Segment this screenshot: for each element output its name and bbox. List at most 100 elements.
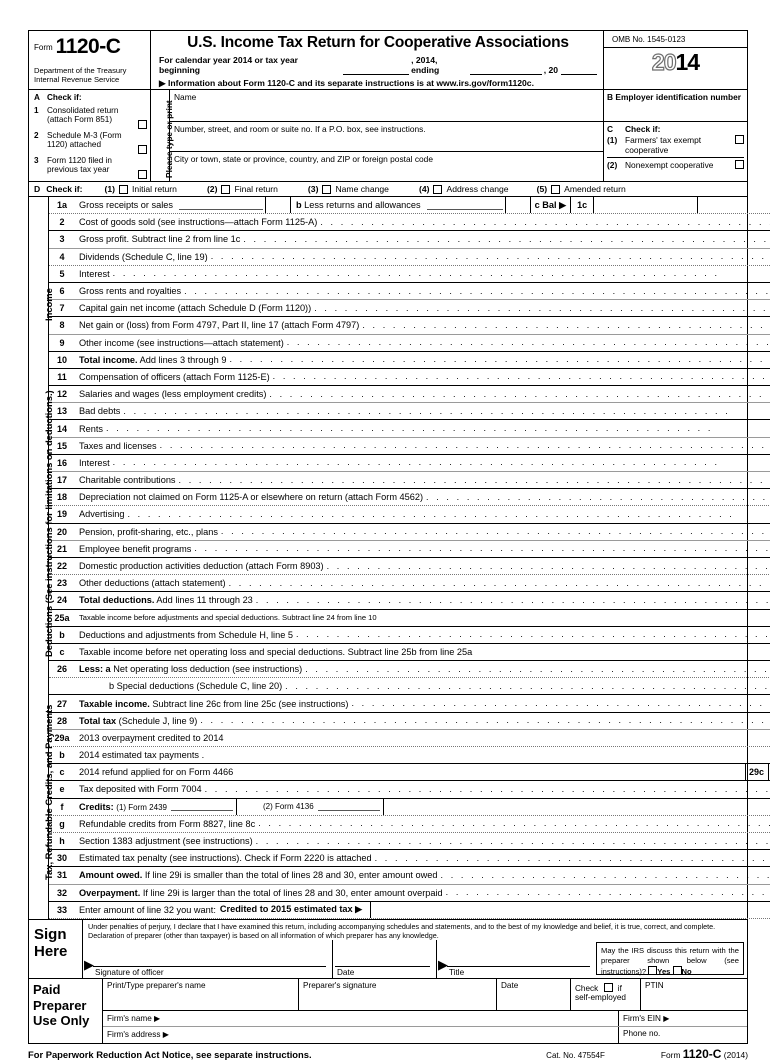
name-input[interactable] bbox=[174, 102, 603, 122]
line-12-label: Salaries and wages (less employment cred… bbox=[75, 389, 266, 399]
sign-label-line2: Here bbox=[34, 943, 82, 960]
ptin-field[interactable]: PTIN bbox=[641, 979, 747, 1010]
preparer-name-field[interactable]: Print/Type preparer's name bbox=[103, 979, 299, 1010]
amended-return-checkbox[interactable] bbox=[551, 185, 560, 194]
calendar-mid: , 2014, ending bbox=[411, 55, 468, 75]
ptin-caption: PTIN bbox=[645, 981, 664, 990]
line-10-row: 10 Total income. Add lines 3 through 9 ▶… bbox=[49, 352, 770, 369]
form-1120-prior-year-checkbox[interactable] bbox=[138, 170, 147, 179]
box-a-item-2-label: Schedule M-3 (Form 1120) attached bbox=[47, 131, 133, 155]
line-25a-label: Taxable income before adjustments and sp… bbox=[75, 613, 377, 622]
line-29f-form-2439-input[interactable] bbox=[171, 802, 233, 811]
perjury-statement: Under penalties of perjury, I declare th… bbox=[83, 920, 747, 940]
officer-signature-field[interactable]: ▶ Signature of officer bbox=[83, 940, 333, 978]
irs-discuss-box: May the IRS discuss this return with the… bbox=[596, 942, 744, 975]
line-1a-amount-input[interactable] bbox=[179, 201, 263, 210]
end-year-input[interactable] bbox=[561, 66, 597, 75]
begin-date-input[interactable] bbox=[343, 66, 409, 75]
line-9-label: Other income (see instructions—attach st… bbox=[75, 338, 284, 348]
nonexempt-cooperative-checkbox[interactable] bbox=[735, 160, 744, 169]
farmers-tax-exempt-checkbox[interactable] bbox=[735, 135, 744, 144]
preparer-label-line3: Use Only bbox=[33, 1013, 102, 1029]
line-15-leader bbox=[157, 441, 770, 450]
deductions-section-label: Deductions (See instructions for limitat… bbox=[29, 369, 49, 696]
line-33-credited-label: Credited to 2015 estimated tax ▶ bbox=[216, 904, 362, 915]
ein-input[interactable] bbox=[604, 102, 747, 120]
line-17-label: Charitable contributions bbox=[75, 475, 176, 485]
line-1a-row: 1a Gross receipts or sales b b Less retu… bbox=[49, 197, 770, 214]
line-29c-label: 2014 refund applied for on Form 4466 bbox=[75, 767, 233, 777]
line-29g-leader bbox=[255, 819, 770, 828]
line-29f-row: f Credits: (1) Form 2439 (2) Form 4136 2… bbox=[49, 799, 770, 816]
line-29f-form-4136-input[interactable] bbox=[318, 802, 380, 811]
line-1c-bal-label: c Bal ▶ bbox=[531, 200, 571, 211]
department-line: Department of the Treasury bbox=[34, 66, 146, 75]
line-25b-leader bbox=[293, 630, 770, 639]
phone-field[interactable]: Phone no. bbox=[619, 1027, 747, 1043]
page-title: U.S. Income Tax Return for Cooperative A… bbox=[159, 34, 597, 51]
schedule-m3-checkbox[interactable] bbox=[138, 145, 147, 154]
line-20-row: 20 Pension, profit-sharing, etc., plans … bbox=[49, 524, 770, 541]
line-27-label-tail: Subtract line 26c from line 25c (see ins… bbox=[150, 699, 349, 709]
deductions-section-label-text: Deductions (See instructions for limitat… bbox=[43, 390, 54, 657]
box-a-item-1-label: Consolidated return (attach Form 851) bbox=[47, 106, 133, 130]
line-29h-label: Section 1383 adjustment (see instruction… bbox=[75, 836, 253, 846]
line-3-leader bbox=[240, 235, 770, 244]
line-21-leader bbox=[191, 544, 770, 553]
box-c-letter: C bbox=[607, 124, 625, 134]
line-26b-leader bbox=[282, 682, 770, 691]
name-change-checkbox[interactable] bbox=[322, 185, 331, 194]
omb-year-block: OMB No. 1545-0123 2014 bbox=[604, 31, 747, 89]
line-13-leader bbox=[120, 407, 770, 416]
footer-form-year: (2014) bbox=[724, 1050, 748, 1060]
line-8-leader bbox=[359, 321, 770, 330]
firm-address-field[interactable]: Firm's address ▶ bbox=[103, 1027, 619, 1043]
preparer-date-field[interactable]: Date bbox=[497, 979, 571, 1010]
line-18-label: Depreciation not claimed on Form 1125-A … bbox=[75, 492, 423, 502]
self-employed-checkbox[interactable] bbox=[604, 983, 613, 992]
officer-date-field[interactable]: Date bbox=[333, 940, 437, 978]
deductions-section: Deductions (See instructions for limitat… bbox=[29, 369, 747, 696]
line-1c-amount-input[interactable] bbox=[594, 197, 698, 213]
form-label: Form bbox=[34, 43, 53, 52]
address-change-checkbox[interactable] bbox=[433, 185, 442, 194]
line-6-row: 6 Gross rents and royalties 6 bbox=[49, 283, 770, 300]
irs-discuss-no-checkbox[interactable] bbox=[673, 966, 682, 975]
line-30-label: Estimated tax penalty (see instructions)… bbox=[75, 853, 372, 863]
please-type-or-print-label: Please type or print bbox=[151, 90, 170, 181]
footer-form-id: Form 1120-C (2014) bbox=[661, 1047, 748, 1061]
line-28-label-bold: Total tax bbox=[79, 716, 116, 726]
initial-return-checkbox[interactable] bbox=[119, 185, 128, 194]
city-input[interactable] bbox=[174, 164, 603, 182]
end-date-input[interactable] bbox=[470, 66, 542, 75]
final-return-checkbox[interactable] bbox=[221, 185, 230, 194]
line-27-leader bbox=[348, 699, 770, 708]
line-29h-row: h Section 1383 adjustment (see instructi… bbox=[49, 833, 770, 850]
line-1b-label-b: b bbox=[296, 200, 302, 210]
line-4-number: 4 bbox=[49, 252, 75, 262]
line-11-number: 11 bbox=[49, 372, 75, 382]
footer-form-number: 1120-C bbox=[683, 1047, 722, 1061]
paperwork-notice: For Paperwork Reduction Act Notice, see … bbox=[28, 1049, 312, 1060]
line-23-label: Other deductions (attach statement) bbox=[75, 578, 226, 588]
officer-title-field[interactable]: ▶ Title bbox=[437, 940, 596, 978]
line-1b-amount-input[interactable] bbox=[427, 201, 503, 210]
line-31-label-tail: If line 29i is smaller than the total of… bbox=[142, 870, 437, 880]
line-24-label-bold: Total deductions. bbox=[79, 595, 154, 605]
tax-credits-payments-section: Tax, Refundable Credits, and Payments 27… bbox=[29, 695, 747, 918]
consolidated-return-checkbox[interactable] bbox=[138, 120, 147, 129]
line-32-row: 32 Overpayment. If line 29i is larger th… bbox=[49, 885, 770, 902]
line-1c-cents-input[interactable] bbox=[698, 197, 738, 213]
preparer-signature-field[interactable]: Preparer's signature bbox=[299, 979, 497, 1010]
line-18-leader bbox=[423, 493, 770, 502]
line-8-row: 8 Net gain or (loss) from Form 4797, Par… bbox=[49, 317, 770, 334]
street-input[interactable] bbox=[174, 134, 603, 152]
line-5-number: 5 bbox=[49, 269, 75, 279]
box-c-item-1-label: Farmers' tax exempt cooperative bbox=[625, 135, 728, 155]
box-d-letter: D bbox=[34, 184, 40, 194]
preparer-name-caption: Print/Type preparer's name bbox=[107, 981, 206, 990]
instructions-link[interactable]: ▶ Information about Form 1120-C and its … bbox=[159, 78, 597, 89]
footer-form-label: Form bbox=[661, 1050, 681, 1060]
irs-discuss-yes-checkbox[interactable] bbox=[648, 966, 657, 975]
line-20-leader bbox=[218, 527, 770, 536]
